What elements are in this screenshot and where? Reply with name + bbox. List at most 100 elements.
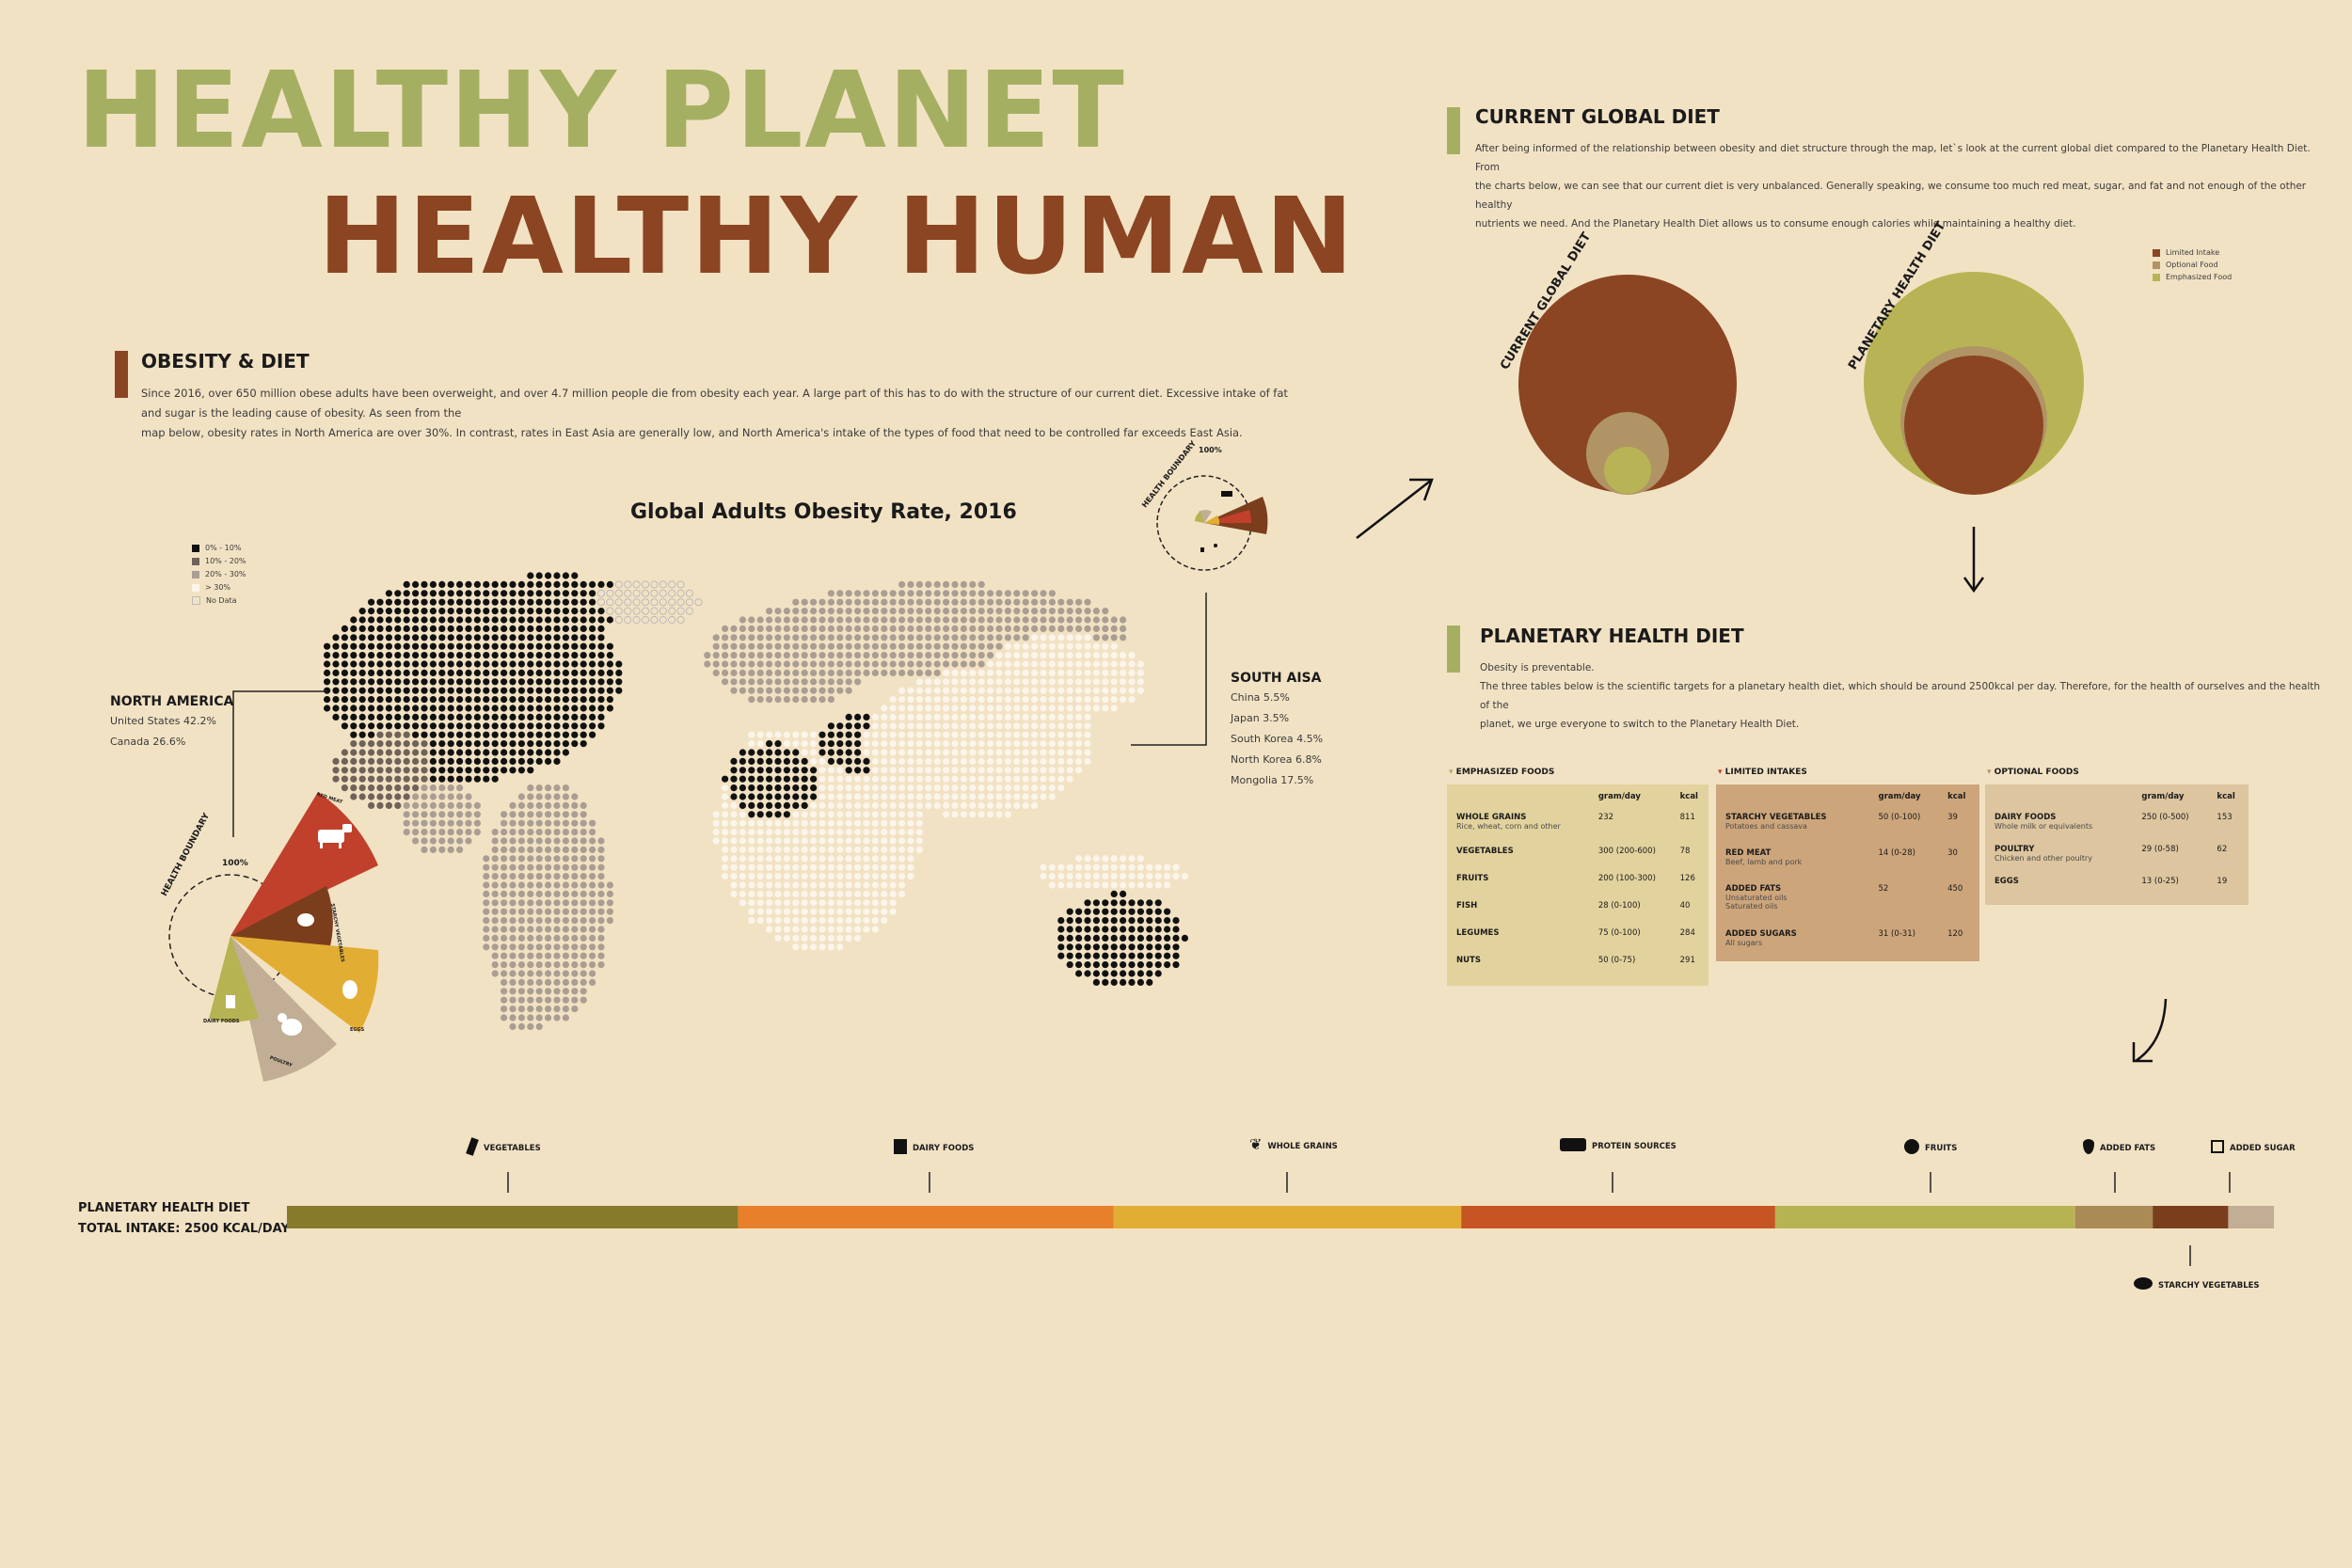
map-dot bbox=[987, 811, 994, 818]
map-dot bbox=[527, 917, 534, 925]
map-dot bbox=[915, 696, 924, 704]
map-dot bbox=[1040, 616, 1047, 624]
map-dot bbox=[465, 590, 472, 597]
map-dot bbox=[571, 873, 579, 880]
map-dot bbox=[589, 926, 596, 933]
map-dot bbox=[491, 943, 499, 951]
map-dot bbox=[535, 934, 543, 942]
map-dot bbox=[501, 970, 508, 977]
map-dot bbox=[483, 625, 490, 633]
map-dot bbox=[517, 598, 526, 606]
map-dot bbox=[722, 873, 729, 880]
map-dot bbox=[756, 642, 764, 650]
table-row: EGGS 13 (0-25) 19 bbox=[1994, 877, 2228, 886]
map-dot bbox=[358, 713, 366, 721]
map-dot bbox=[943, 660, 950, 668]
map-dot bbox=[766, 625, 773, 633]
map-dot bbox=[818, 740, 826, 748]
map-dot bbox=[969, 740, 977, 748]
map-dot bbox=[889, 634, 897, 641]
map-dot bbox=[987, 713, 994, 721]
map-dot bbox=[774, 784, 782, 792]
map-dot bbox=[801, 608, 808, 615]
map-dot bbox=[368, 784, 375, 792]
map-dot bbox=[553, 837, 561, 845]
map-dot bbox=[748, 749, 755, 756]
map-dot bbox=[1075, 687, 1083, 694]
map-dot bbox=[960, 652, 967, 659]
map-dot bbox=[580, 590, 587, 597]
map-dot bbox=[438, 811, 446, 818]
map-dot bbox=[818, 784, 826, 792]
map-dot bbox=[801, 749, 808, 756]
map-dot bbox=[1075, 926, 1083, 933]
map-dot bbox=[535, 988, 543, 995]
map-dot bbox=[933, 784, 941, 792]
map-dot bbox=[580, 696, 587, 704]
map-dot bbox=[553, 642, 561, 650]
map-dot bbox=[1048, 863, 1056, 871]
map-dot bbox=[1004, 793, 1011, 800]
map-dot bbox=[739, 784, 747, 792]
map-dot bbox=[1164, 917, 1171, 925]
map-dot bbox=[447, 642, 454, 650]
map-dot bbox=[801, 926, 808, 933]
map-dot bbox=[907, 767, 914, 774]
map-dot bbox=[898, 634, 906, 641]
map-dot bbox=[871, 608, 880, 615]
map-dot bbox=[898, 722, 906, 730]
map-dot bbox=[456, 608, 464, 615]
map-dot bbox=[571, 793, 579, 800]
map-dot bbox=[394, 722, 402, 730]
map-dot bbox=[517, 642, 526, 650]
map-dot bbox=[580, 881, 587, 889]
map-dot bbox=[1102, 952, 1109, 959]
map-dot bbox=[527, 863, 534, 871]
map-dot bbox=[871, 767, 880, 774]
map-dot bbox=[421, 598, 428, 606]
map-dot bbox=[1128, 970, 1136, 977]
map-dot bbox=[332, 634, 340, 641]
map-dot bbox=[1136, 934, 1144, 942]
map-dot bbox=[871, 819, 880, 827]
map-dot bbox=[748, 625, 755, 633]
map-dot bbox=[473, 801, 481, 810]
map-dot bbox=[473, 678, 481, 686]
map-dot bbox=[995, 740, 1003, 748]
map-dot bbox=[756, 660, 764, 668]
map-dot bbox=[358, 740, 366, 748]
map-dot bbox=[580, 952, 587, 959]
map-dot bbox=[1092, 705, 1100, 712]
map-dot bbox=[491, 713, 499, 721]
map-dot bbox=[889, 642, 897, 650]
map-dot bbox=[580, 988, 587, 995]
map-dot bbox=[933, 616, 941, 624]
obesity-text-line1: Since 2016, over 650 million obese adult… bbox=[141, 387, 1288, 420]
map-dot bbox=[517, 917, 526, 925]
map-dot bbox=[509, 749, 516, 756]
map-dot bbox=[792, 731, 800, 738]
map-dot bbox=[580, 811, 587, 818]
map-dot bbox=[509, 642, 516, 650]
map-dot bbox=[756, 767, 764, 774]
map-dot bbox=[1057, 687, 1065, 694]
map-dot bbox=[827, 696, 835, 704]
map-dot bbox=[1004, 731, 1011, 738]
map-dot bbox=[562, 908, 570, 915]
map-dot bbox=[429, 678, 437, 686]
map-dot bbox=[995, 713, 1003, 721]
map-dot bbox=[766, 811, 773, 818]
map-dot bbox=[712, 669, 720, 677]
map-dot bbox=[341, 642, 348, 650]
map-dot bbox=[483, 917, 490, 925]
map-dot bbox=[350, 775, 358, 783]
map-dot bbox=[889, 669, 897, 677]
map-dot bbox=[783, 829, 791, 836]
bar-segment-starchy-vegetables bbox=[2153, 1206, 2229, 1228]
map-dot bbox=[977, 705, 985, 712]
map-dot bbox=[730, 660, 738, 668]
map-dot bbox=[933, 652, 941, 659]
map-dot bbox=[597, 917, 605, 925]
map-dot bbox=[933, 678, 941, 686]
map-dot bbox=[818, 696, 826, 704]
